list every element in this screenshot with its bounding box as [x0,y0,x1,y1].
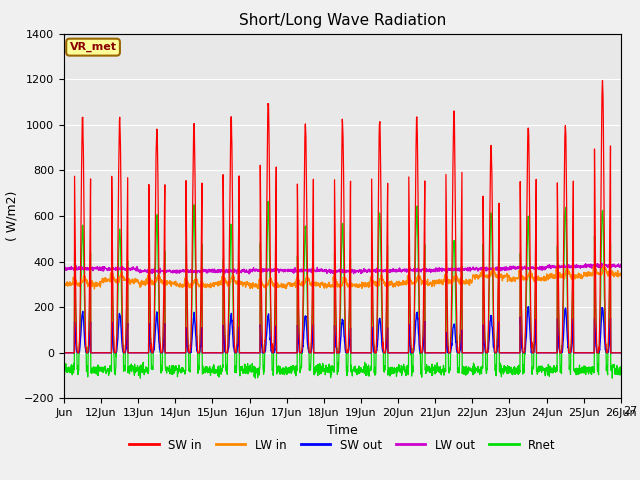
Title: Short/Long Wave Radiation: Short/Long Wave Radiation [239,13,446,28]
Text: VR_met: VR_met [70,42,116,52]
Legend: SW in, LW in, SW out, LW out, Rnet: SW in, LW in, SW out, LW out, Rnet [124,434,561,456]
X-axis label: Time: Time [327,424,358,437]
Y-axis label: ( W/m2): ( W/m2) [5,191,18,241]
Text: 27: 27 [623,407,637,416]
